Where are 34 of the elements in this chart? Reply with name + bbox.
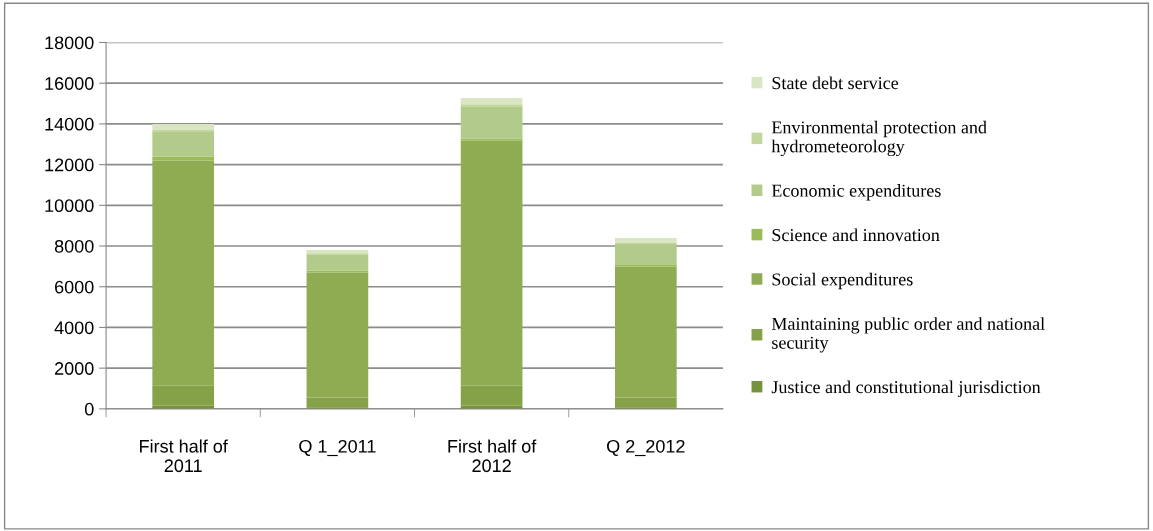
y-tick-label: 2000 <box>55 362 94 375</box>
y-tick-label: 8000 <box>54 239 94 253</box>
legend-label: State debt service <box>772 76 899 90</box>
x-tick-label: First half of 2011 <box>140 439 228 473</box>
bar <box>460 98 523 105</box>
bar <box>306 254 369 271</box>
bar <box>152 130 215 133</box>
y-tick-label: 10000 <box>45 199 94 213</box>
bar <box>460 106 523 139</box>
legend-label: Environmental protection and hydrometeorology <box>771 120 987 157</box>
bar <box>152 123 215 131</box>
y-tick-label: 16000 <box>45 77 94 90</box>
bar <box>152 156 215 161</box>
bar <box>460 104 523 107</box>
y-tick-label: 0 <box>84 402 94 416</box>
bar <box>614 237 677 243</box>
bar <box>614 243 677 265</box>
bar <box>152 132 215 157</box>
y-tick-label: 4000 <box>54 321 94 335</box>
legend-label: Maintaining public order and national security <box>771 317 1045 353</box>
x-tick-label: First half of 2012 <box>448 439 537 473</box>
y-tick-label: 12000 <box>45 158 94 172</box>
legend-label: Justice and constitutional jurisdiction <box>771 380 1041 397</box>
y-tick-label: 14000 <box>45 117 94 131</box>
bar <box>460 138 523 141</box>
legend-label: Social expenditures <box>772 272 913 290</box>
y-tick-label: 6000 <box>55 280 94 294</box>
bar <box>306 270 369 273</box>
legend-label: Economic expenditures <box>771 184 941 201</box>
y-tick-label: 18000 <box>45 36 94 50</box>
legend-label: Science and innovation <box>772 228 940 242</box>
x-tick-label: Q 1_2011 <box>299 439 376 457</box>
bar <box>614 264 677 267</box>
x-tick-label: Q 2_2012 <box>607 439 685 457</box>
